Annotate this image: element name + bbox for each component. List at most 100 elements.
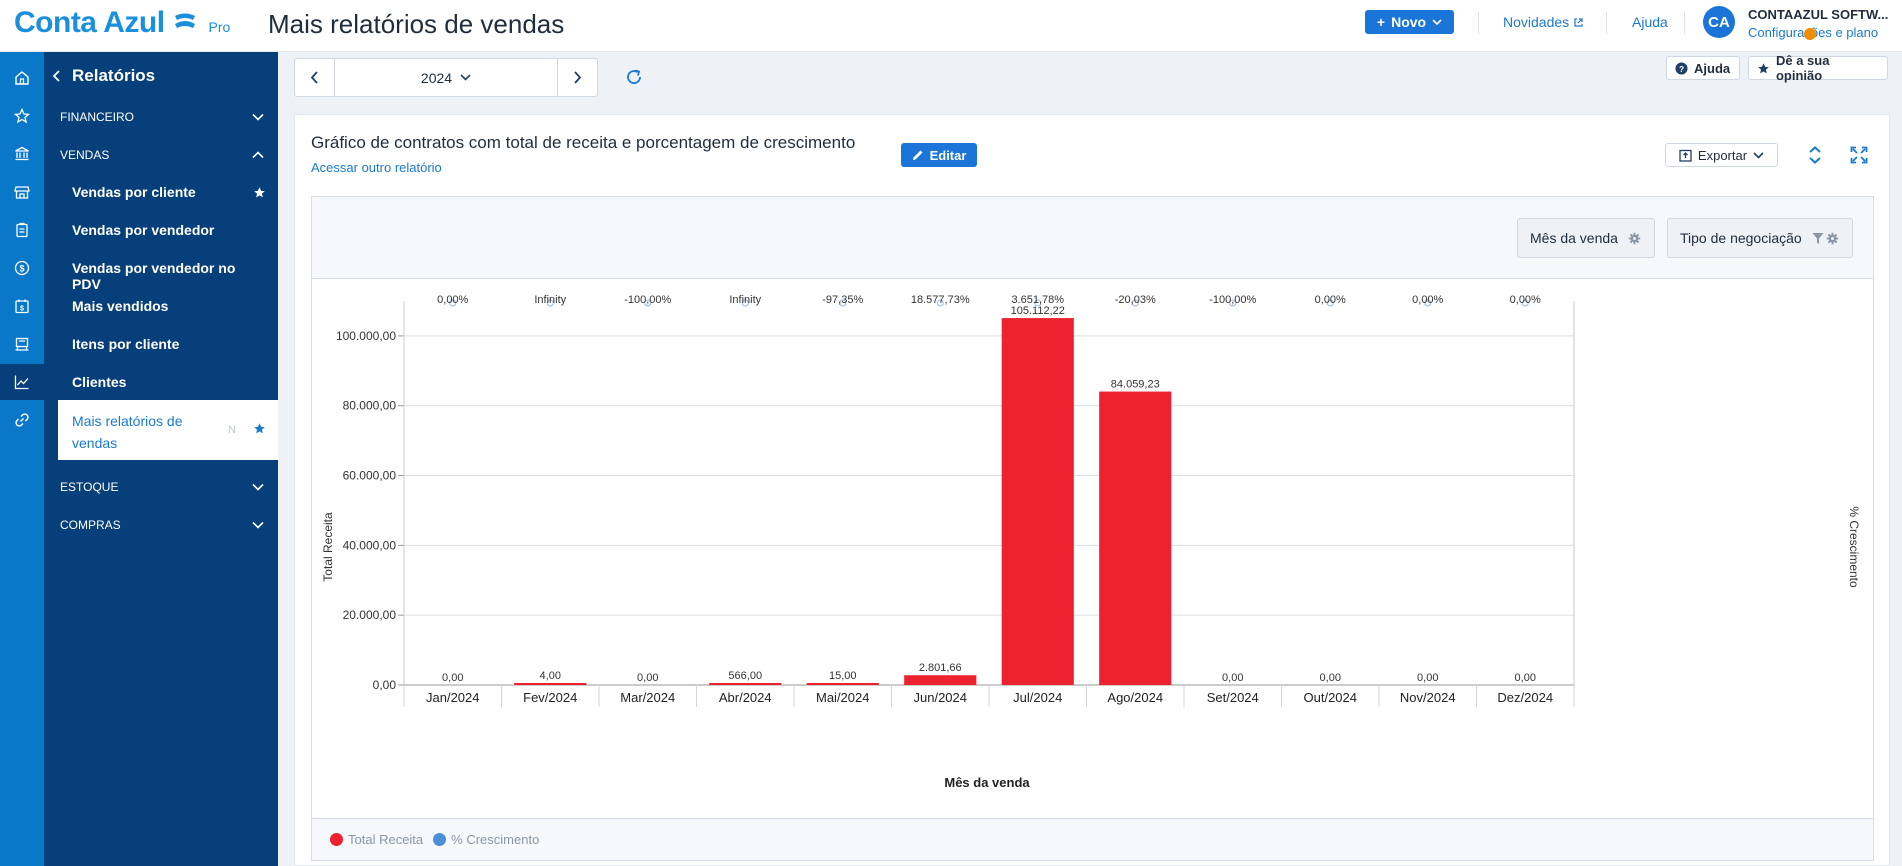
refresh-icon[interactable]: [624, 67, 644, 87]
period-year: 2024: [420, 69, 453, 86]
fullscreen-icon[interactable]: [1849, 145, 1869, 165]
sidebar-item-label: Mais vendidos: [72, 298, 169, 314]
gear-icon[interactable]: [1628, 232, 1641, 245]
filter-pill[interactable]: Tipo de negociação: [1667, 218, 1853, 258]
y-tick-label: 100.000,00: [336, 329, 396, 343]
section-financeiro[interactable]: FINANCEIRO: [60, 110, 264, 124]
star-filled-icon: [1758, 62, 1769, 73]
sidebar-item-vendas-por-vendedor-pdv[interactable]: Vendas por vendedor no PDV: [72, 260, 266, 292]
avatar[interactable]: CA: [1703, 6, 1735, 38]
x-tick-label: Out/2024: [1304, 690, 1358, 705]
bar-abr-2024: [709, 683, 782, 685]
growth-label: -97,35%: [822, 294, 863, 306]
bar-value-label: 2.801,66: [919, 662, 962, 674]
growth-label: 0,00%: [1510, 294, 1541, 306]
growth-point: [1229, 299, 1237, 307]
clipboard-icon[interactable]: [0, 212, 44, 248]
growth-point: [644, 299, 652, 307]
period-dropdown[interactable]: 2024: [335, 59, 557, 96]
section-label: VENDAS: [60, 148, 110, 162]
legend-item-total-receita[interactable]: Total Receita: [330, 832, 423, 847]
legend-swatch: [330, 833, 343, 846]
x-tick-label: Mai/2024: [816, 690, 869, 705]
help-button[interactable]: ? Ajuda: [1666, 56, 1740, 80]
news-link[interactable]: Novidades: [1503, 14, 1584, 30]
period-selector: 2024: [294, 58, 598, 97]
dollar-icon[interactable]: $: [0, 250, 44, 286]
other-report-link[interactable]: Acessar outro relatório: [311, 160, 442, 175]
x-tick-label: Abr/2024: [719, 690, 772, 705]
help-link[interactable]: Ajuda: [1632, 14, 1668, 30]
chart-toolbar: Mês da venda Tipo de negociação: [312, 197, 1873, 279]
y2-axis-label: % Crescimento: [1847, 506, 1861, 588]
growth-point: [1521, 299, 1529, 307]
growth-label: 0,00%: [1412, 294, 1443, 306]
filter-icon[interactable]: [1812, 232, 1824, 245]
chart-frame: Mês da venda Tipo de negociação 0,00 20.0…: [311, 196, 1874, 861]
growth-label: -100,00%: [1209, 294, 1256, 306]
new-button-label: Novo: [1391, 14, 1427, 30]
home-icon[interactable]: [0, 60, 44, 96]
chevron-down-icon: [1753, 151, 1764, 159]
star-icon[interactable]: [0, 98, 44, 134]
edit-button[interactable]: Editar: [901, 143, 977, 167]
sidebar-item-mais-relatorios-active[interactable]: Mais relatórios de vendas N: [58, 400, 278, 460]
divider: [1606, 12, 1607, 34]
star-filled-icon[interactable]: [253, 422, 266, 435]
growth-label: 3.651,78%: [1011, 294, 1064, 306]
register-icon[interactable]: [0, 326, 44, 362]
y-tick-label: 0,00: [373, 678, 397, 692]
top-bar: Conta Azul Pro Mais relatórios de vendas…: [0, 0, 1902, 52]
chevron-left-icon: [310, 71, 318, 84]
sidebar-item-vendas-por-vendedor[interactable]: Vendas por vendedor: [72, 222, 266, 238]
sidebar-item-label: Vendas por vendedor: [72, 222, 215, 238]
logo[interactable]: Conta Azul Pro: [14, 6, 230, 40]
chevron-down-icon: [252, 521, 264, 529]
dimension-pill[interactable]: Mês da venda: [1517, 218, 1655, 258]
bar-value-label: 105.112,22: [1011, 305, 1065, 317]
section-compras[interactable]: COMPRAS: [60, 518, 264, 532]
sidebar-item-itens-por-cliente[interactable]: Itens por cliente: [72, 336, 266, 352]
sidebar-item-clientes[interactable]: Clientes: [72, 374, 266, 390]
new-button[interactable]: + Novo: [1365, 10, 1454, 34]
star-filled-icon[interactable]: [253, 186, 266, 199]
company-name[interactable]: CONTAAZUL SOFTW...: [1748, 7, 1889, 22]
section-label: FINANCEIRO: [60, 110, 135, 124]
legend-item-crescimento[interactable]: % Crescimento: [433, 832, 539, 847]
x-tick-label: Fev/2024: [523, 690, 577, 705]
store-icon[interactable]: [0, 174, 44, 210]
growth-label: 0,00%: [1315, 294, 1346, 306]
next-period-button[interactable]: [557, 59, 597, 96]
x-tick-label: Dez/2024: [1497, 690, 1553, 705]
logo-mark-icon: [174, 13, 195, 28]
previous-period-button[interactable]: [295, 59, 335, 96]
expand-vertical-icon[interactable]: [1805, 145, 1825, 165]
sidebar-item-vendas-por-cliente[interactable]: Vendas por cliente: [72, 184, 266, 200]
y-axis-label: Total Receita: [321, 512, 335, 582]
y-tick-label: 20.000,00: [343, 608, 397, 622]
report-title: Gráfico de contratos com total de receit…: [311, 133, 856, 152]
chart-line-icon[interactable]: [0, 364, 44, 400]
icon-rail: $ $: [0, 52, 44, 866]
section-vendas[interactable]: VENDAS: [60, 148, 264, 162]
chevron-down-icon: [460, 74, 471, 81]
link-icon[interactable]: [0, 402, 44, 438]
bar-value-label: 0,00: [1417, 672, 1438, 684]
chevron-up-icon: [252, 151, 264, 159]
feedback-button[interactable]: Dê a sua opinião: [1748, 53, 1888, 83]
gear-icon[interactable]: [1826, 232, 1839, 245]
bank-icon[interactable]: [0, 136, 44, 172]
legend-label: % Crescimento: [451, 832, 540, 847]
sidebar-item-mais-vendidos[interactable]: Mais vendidos: [72, 298, 266, 314]
sidebar-back-button[interactable]: Relatórios: [52, 66, 155, 86]
external-link-icon: [1574, 17, 1583, 27]
calendar-dollar-icon[interactable]: $: [0, 288, 44, 324]
export-button[interactable]: Exportar: [1665, 143, 1778, 167]
growth-label: -20,03%: [1115, 294, 1156, 306]
svg-text:?: ?: [1679, 63, 1684, 73]
growth-point: [1326, 299, 1334, 307]
logo-text: Conta Azul: [14, 6, 165, 39]
section-estoque[interactable]: ESTOQUE: [60, 480, 264, 494]
plus-icon: +: [1376, 14, 1386, 30]
sidebar: Relatórios FINANCEIRO VENDAS Vendas por …: [44, 52, 278, 866]
